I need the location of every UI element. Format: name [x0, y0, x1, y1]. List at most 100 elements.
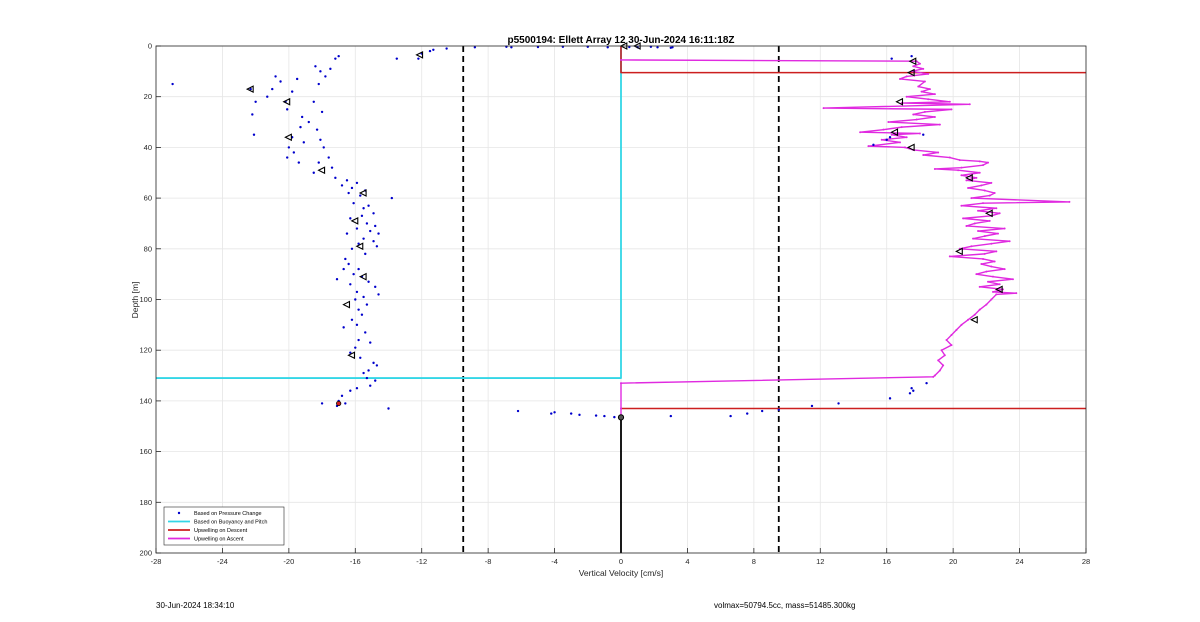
triangle-marker [906, 143, 915, 152]
pressure-point [350, 247, 354, 250]
ascent-point [960, 204, 963, 207]
pressure-point [330, 166, 334, 169]
ascent-point [950, 108, 953, 111]
pressure-point [365, 222, 369, 225]
pressure-point [342, 326, 345, 329]
pressure-point [314, 65, 317, 68]
ascent-point [970, 245, 973, 248]
y-tick-label: 180 [139, 498, 152, 507]
ascent-point [899, 141, 901, 144]
ascent-point [923, 110, 926, 113]
ascent-point [988, 194, 991, 197]
ascent-point [1003, 268, 1006, 271]
ascent-point [978, 171, 981, 174]
ascent-point [983, 252, 986, 255]
axis-ticks: -28 -24 -20 -16 -12 -8 -4 0 4 8 12 16 20 24 28 0 20 40 60 8… [139, 42, 1090, 567]
pressure-point [359, 194, 362, 197]
pressure-point [266, 95, 269, 98]
ascent-point [620, 58, 622, 61]
ascent-point [993, 260, 996, 263]
pressure-point [362, 295, 365, 299]
ascent-point [978, 285, 981, 288]
triangle-marker [984, 209, 993, 218]
ascent-point [980, 263, 983, 266]
pressure-point [171, 82, 174, 86]
pressure-point [312, 171, 315, 174]
pressure-point [777, 408, 780, 411]
ascent-point [905, 95, 908, 98]
pressure-point [320, 402, 324, 405]
ascent-point [859, 131, 862, 134]
legend-label: Based on Buoyancy and Pitch [194, 520, 267, 526]
pressure-point [367, 369, 370, 372]
triangle-marker [282, 97, 291, 106]
pressure-point [908, 392, 912, 395]
x-tick-label: -8 [485, 557, 492, 566]
legend: Based on Pressure Change Based on Buoyanc… [163, 506, 285, 546]
triangle-marker [908, 57, 917, 66]
buoyancy-series-line [156, 46, 622, 379]
pressure-point [337, 54, 340, 58]
ascent-point [977, 209, 980, 212]
ascent-series-line [620, 59, 1071, 417]
pressure-point [390, 196, 394, 200]
plot-frame [155, 45, 1087, 554]
pressure-point [375, 245, 379, 248]
ascent-point [992, 275, 994, 278]
ascent-point [965, 179, 968, 182]
ascent-point [968, 103, 971, 106]
ascent-point [933, 374, 936, 377]
marker-layer [245, 42, 1003, 421]
pressure-point [594, 414, 598, 417]
triangle-marker [415, 50, 424, 59]
ascent-point [1015, 292, 1018, 295]
pressure-point [613, 415, 616, 419]
pressure-point [360, 313, 364, 316]
pressure-point [342, 267, 345, 271]
pressure-point [372, 361, 375, 365]
pressure-point [354, 298, 357, 301]
pressure-point [254, 100, 257, 103]
ascent-point [912, 113, 915, 116]
pressure-point [837, 402, 840, 405]
pressure-point [292, 151, 296, 154]
footer-params: volmax=50794.5cc, mass=51485.300kg [714, 601, 856, 610]
ascent-point [620, 382, 622, 385]
pressure-point [252, 133, 256, 136]
pressure-point [372, 212, 375, 215]
pressure-point [603, 414, 606, 418]
ascent-point [967, 318, 970, 321]
ascent-point [988, 219, 991, 222]
pressure-point [345, 232, 349, 235]
ascent-point [977, 230, 980, 233]
ascent-point [938, 369, 941, 372]
pressure-point [910, 54, 913, 58]
pressure-point [347, 262, 350, 266]
ascent-point [887, 121, 890, 124]
end-circle-marker [617, 414, 625, 421]
ascent-point [927, 72, 930, 75]
pressure-point [344, 402, 347, 405]
pressure-point [516, 409, 520, 413]
pressure-point [329, 67, 332, 71]
pressure-point [357, 308, 360, 311]
pressure-point [428, 49, 432, 53]
pressure-point [372, 239, 375, 243]
ascent-point [1008, 240, 1011, 243]
pressure-point [350, 186, 354, 190]
y-tick-label: 120 [139, 346, 152, 355]
pressure-point [912, 389, 915, 392]
x-tick-label: -16 [350, 557, 361, 566]
pressure-point [729, 414, 732, 418]
pressure-point [302, 141, 306, 144]
pressure-point [367, 204, 370, 207]
x-tick-label: 8 [752, 557, 756, 566]
ascent-point [937, 359, 940, 362]
start-circle-marker [336, 400, 342, 407]
pressure-point [251, 113, 254, 116]
ascent-point [960, 166, 963, 169]
x-tick-label: -20 [283, 557, 294, 566]
ascent-point [967, 186, 970, 189]
pressure-point [760, 409, 764, 413]
ascent-point [990, 298, 993, 301]
